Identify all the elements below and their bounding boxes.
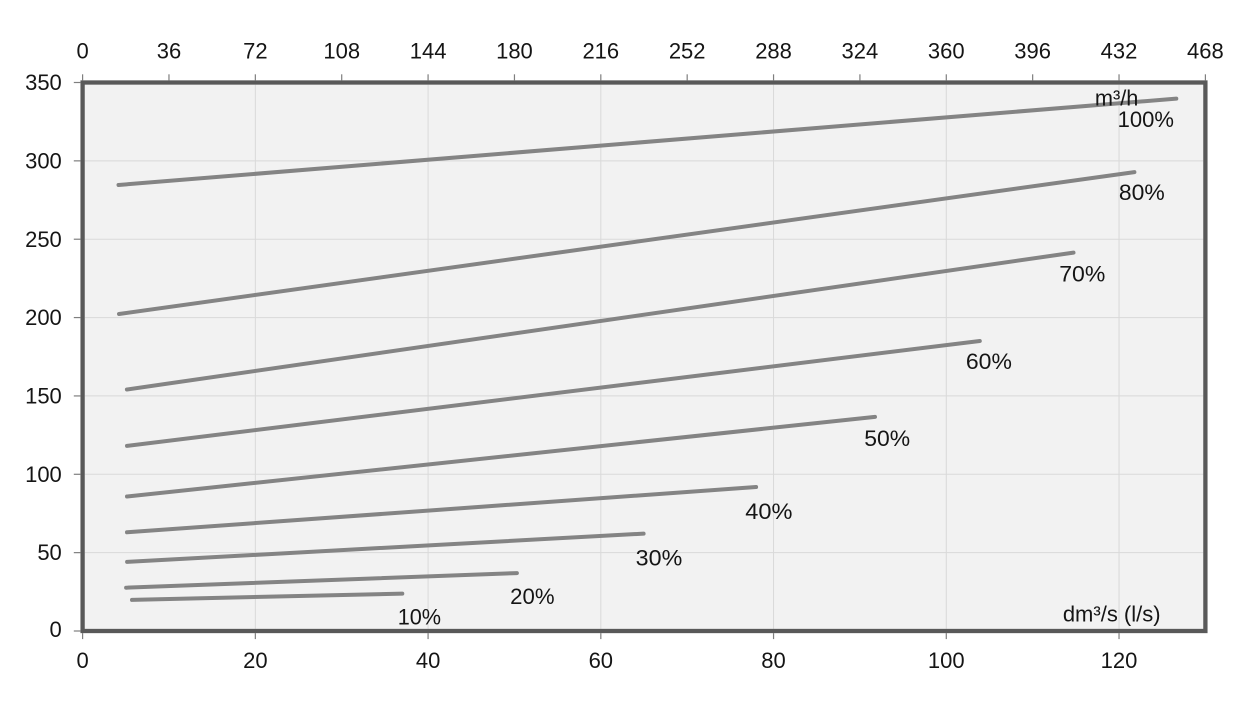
svg-text:288: 288	[755, 38, 792, 63]
svg-text:360: 360	[928, 38, 965, 63]
svg-text:dm³/s (l/s): dm³/s (l/s)	[1063, 601, 1161, 626]
svg-text:30%: 30%	[636, 545, 683, 570]
svg-text:432: 432	[1101, 38, 1138, 63]
svg-text:396: 396	[1014, 38, 1051, 63]
svg-text:350: 350	[25, 70, 62, 95]
svg-text:252: 252	[669, 38, 706, 63]
svg-text:250: 250	[25, 227, 62, 252]
svg-text:150: 150	[25, 384, 62, 409]
svg-text:60%: 60%	[966, 349, 1012, 374]
svg-text:100: 100	[25, 462, 62, 487]
svg-text:20%: 20%	[510, 584, 554, 609]
svg-text:180: 180	[496, 38, 533, 63]
svg-text:40: 40	[416, 648, 440, 673]
svg-text:80: 80	[761, 648, 785, 673]
svg-text:0: 0	[76, 38, 88, 63]
svg-text:0: 0	[50, 617, 62, 642]
svg-text:100: 100	[928, 648, 965, 673]
svg-text:50%: 50%	[864, 426, 910, 451]
svg-text:40%: 40%	[745, 499, 792, 524]
svg-text:50: 50	[37, 540, 61, 565]
svg-text:120: 120	[1101, 648, 1138, 673]
svg-text:20: 20	[243, 648, 267, 673]
svg-text:200: 200	[25, 305, 62, 330]
svg-text:36: 36	[157, 38, 181, 63]
svg-text:10%: 10%	[398, 604, 441, 629]
svg-text:468: 468	[1187, 38, 1224, 63]
svg-text:m³/h: m³/h	[1095, 85, 1139, 110]
svg-text:300: 300	[25, 148, 62, 173]
svg-text:100%: 100%	[1118, 107, 1174, 132]
svg-text:80%: 80%	[1119, 180, 1165, 205]
svg-text:216: 216	[582, 38, 619, 63]
svg-text:60: 60	[589, 648, 613, 673]
svg-text:0: 0	[76, 648, 88, 673]
svg-text:144: 144	[410, 38, 447, 63]
svg-text:70%: 70%	[1059, 261, 1105, 286]
svg-text:324: 324	[842, 38, 879, 63]
svg-text:108: 108	[323, 38, 360, 63]
svg-text:72: 72	[243, 38, 267, 63]
